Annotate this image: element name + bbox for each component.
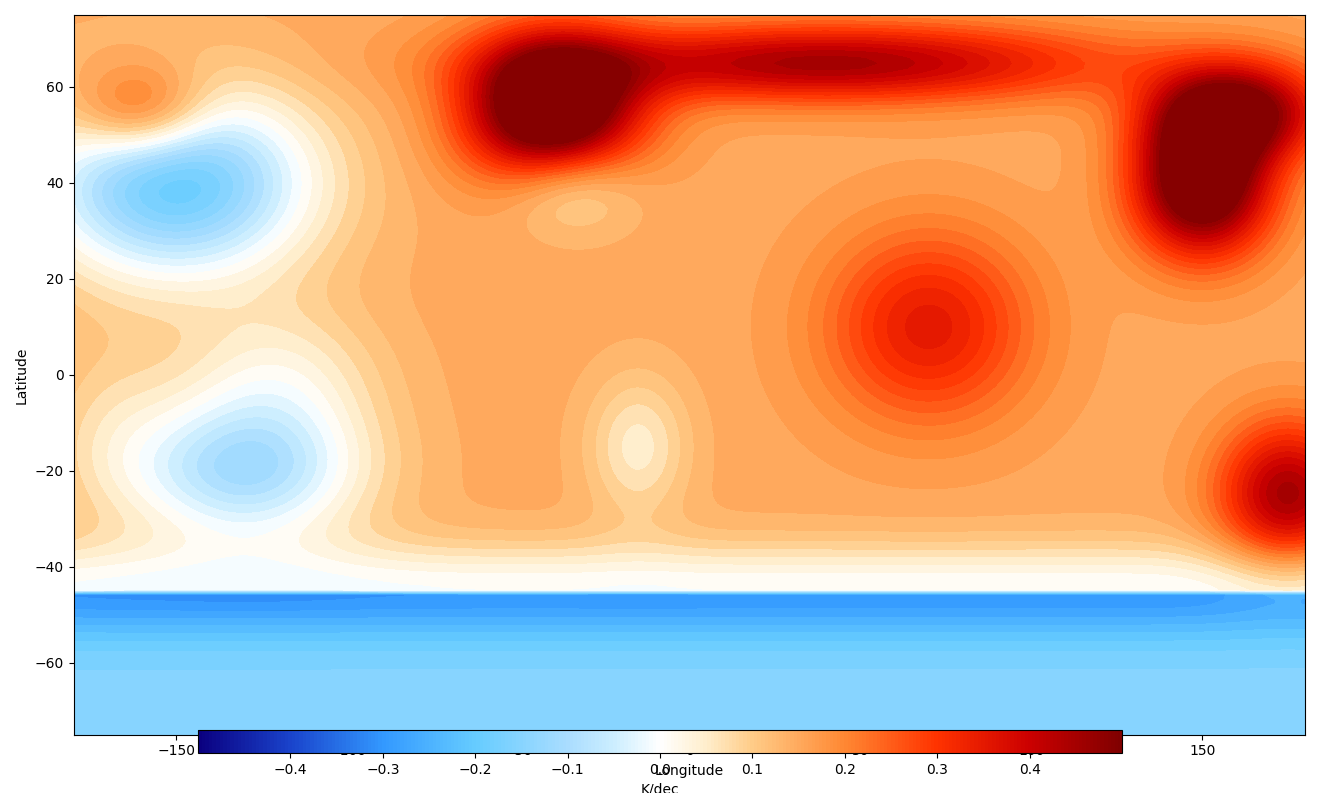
X-axis label: K/dec: K/dec: [640, 783, 680, 793]
X-axis label: Longitude: Longitude: [655, 764, 723, 778]
Y-axis label: Latitude: Latitude: [15, 347, 29, 404]
